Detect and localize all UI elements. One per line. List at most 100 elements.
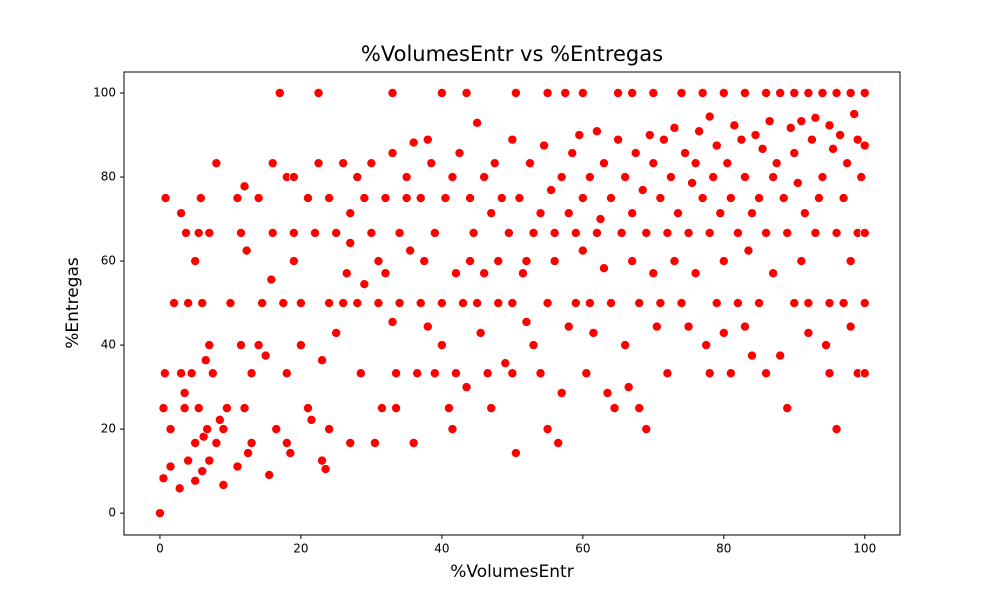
point (785, 122, 796, 133)
point (655, 298, 666, 309)
point (197, 466, 208, 477)
point (845, 256, 856, 267)
point (591, 227, 602, 238)
point (641, 227, 652, 238)
point (380, 268, 391, 279)
point (202, 424, 213, 435)
point (380, 193, 391, 204)
point (159, 368, 170, 379)
x-tick-label: 20 (293, 542, 308, 556)
point (623, 382, 634, 393)
point (591, 126, 602, 137)
point (461, 382, 472, 393)
point (542, 88, 553, 99)
point (204, 340, 215, 351)
point (810, 112, 821, 123)
point (479, 172, 490, 183)
point (549, 256, 560, 267)
point (179, 403, 190, 414)
point (697, 88, 708, 99)
point (493, 256, 504, 267)
point (859, 227, 870, 238)
point (789, 88, 800, 99)
point (556, 172, 567, 183)
x-tick-label: 40 (434, 542, 449, 556)
point (482, 368, 493, 379)
point (725, 193, 736, 204)
point (718, 88, 729, 99)
point (577, 193, 588, 204)
point (606, 298, 617, 309)
point (616, 227, 627, 238)
point (556, 387, 567, 398)
y-tick-label: 60 (101, 254, 116, 268)
point (221, 403, 232, 414)
point (609, 403, 620, 414)
point (193, 227, 204, 238)
point (447, 424, 458, 435)
point (154, 508, 165, 519)
point (158, 403, 169, 414)
point (266, 274, 277, 285)
point (401, 193, 412, 204)
point (366, 227, 377, 238)
point (828, 143, 839, 154)
point (443, 403, 454, 414)
point (662, 227, 673, 238)
point (595, 214, 606, 225)
y-tick-label: 40 (101, 338, 116, 352)
point (528, 227, 539, 238)
point (718, 327, 729, 338)
point (542, 298, 553, 309)
point (680, 148, 691, 159)
point (581, 368, 592, 379)
point (690, 268, 701, 279)
point (859, 368, 870, 379)
point (207, 368, 218, 379)
point (620, 172, 631, 183)
point (782, 403, 793, 414)
point (507, 134, 518, 145)
point (676, 88, 687, 99)
point (465, 256, 476, 267)
point (373, 256, 384, 267)
y-axis-label: %Entregas (63, 257, 83, 349)
point (803, 298, 814, 309)
point (820, 340, 831, 351)
point (613, 134, 624, 145)
point (655, 193, 666, 204)
point (588, 327, 599, 338)
point (235, 227, 246, 238)
point (394, 298, 405, 309)
point (288, 256, 299, 267)
point (739, 321, 750, 332)
point (475, 327, 486, 338)
point (274, 88, 285, 99)
point (563, 208, 574, 219)
point (271, 424, 282, 435)
point (637, 185, 648, 196)
point (634, 403, 645, 414)
point (732, 298, 743, 309)
point (648, 158, 659, 169)
point (803, 88, 814, 99)
point (317, 455, 328, 466)
point (302, 403, 313, 414)
point (352, 298, 363, 309)
point (856, 172, 867, 183)
point (570, 298, 581, 309)
point (313, 158, 324, 169)
point (792, 177, 803, 188)
point (461, 88, 472, 99)
point (778, 193, 789, 204)
point (606, 193, 617, 204)
point (845, 321, 856, 332)
point (711, 298, 722, 309)
point (810, 227, 821, 238)
point (859, 88, 870, 99)
point (415, 298, 426, 309)
point (799, 208, 810, 219)
point (489, 158, 500, 169)
point (338, 298, 349, 309)
